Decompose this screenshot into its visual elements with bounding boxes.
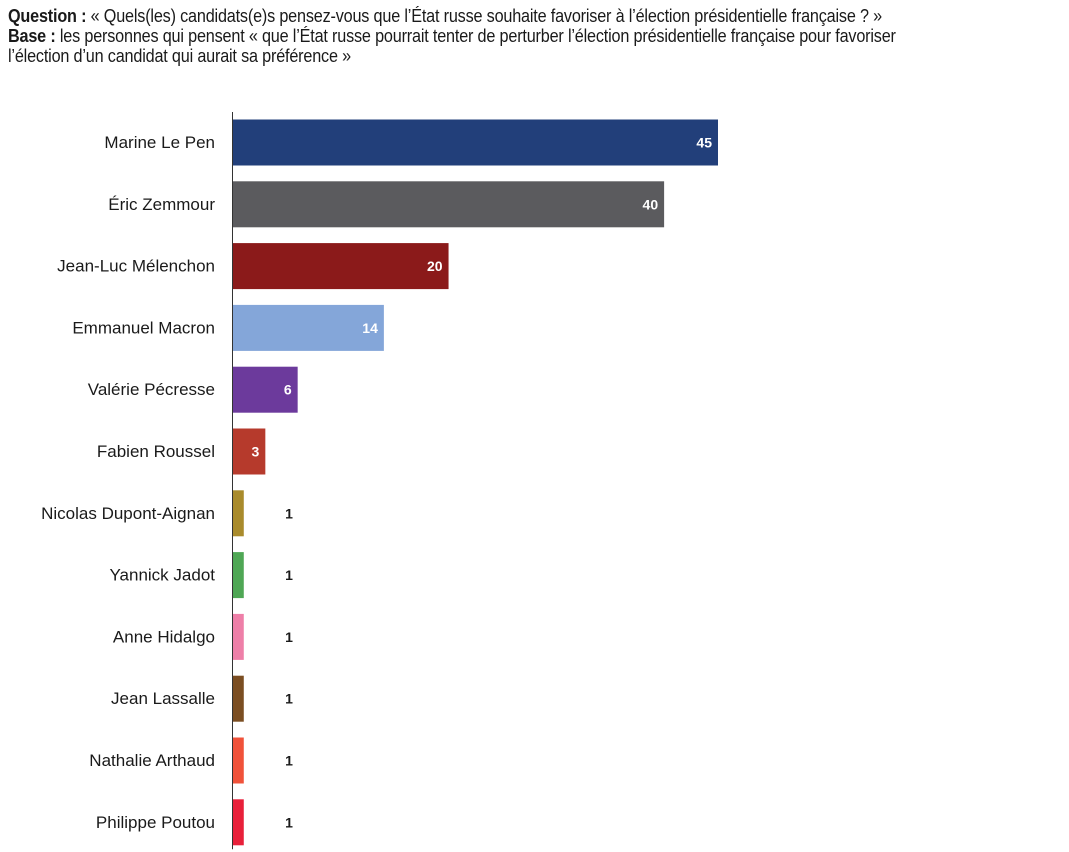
bar-philippe-poutou xyxy=(233,799,244,846)
category-label-jean-lassalle: Jean Lassalle xyxy=(111,689,215,708)
bar-valerie-pecresse xyxy=(233,366,298,413)
category-label-marine-le-pen: Marine Le Pen xyxy=(104,133,215,152)
bar-jean-lassalle xyxy=(233,675,244,722)
value-label-marine-le-pen: 45 xyxy=(696,135,712,151)
category-label-nathalie-arthaud: Nathalie Arthaud xyxy=(89,751,215,770)
base-text-line1: les personnes qui pensent « que l’État r… xyxy=(59,26,896,46)
category-label-valerie-pecresse: Valérie Pécresse xyxy=(88,380,215,399)
question-label: Question : xyxy=(8,6,87,26)
value-label-valerie-pecresse: 6 xyxy=(284,382,292,398)
value-label-fabien-roussel: 3 xyxy=(252,444,260,460)
bar-jean-luc-melenchon xyxy=(233,243,449,290)
bar-anne-hidalgo xyxy=(233,613,244,660)
value-label-jean-luc-melenchon: 20 xyxy=(427,258,443,274)
category-label-philippe-poutou: Philippe Poutou xyxy=(96,813,215,832)
value-label-anne-hidalgo: 1 xyxy=(285,629,293,645)
chart-header: Question : « Quels(les) candidats(e)s pe… xyxy=(8,6,1052,66)
category-label-yannick-jadot: Yannick Jadot xyxy=(109,566,215,585)
category-label-anne-hidalgo: Anne Hidalgo xyxy=(113,627,215,646)
bar-yannick-jadot xyxy=(233,552,244,599)
base-line-2: l’élection d’un candidat qui aurait sa p… xyxy=(8,46,1052,66)
value-label-jean-lassalle: 1 xyxy=(285,691,293,707)
value-label-emmanuel-macron: 14 xyxy=(362,320,378,336)
base-label: Base : xyxy=(8,26,56,46)
bar-nicolas-dupont-aignan xyxy=(233,490,244,537)
value-label-nathalie-arthaud: 1 xyxy=(285,753,293,769)
bar-marine-le-pen xyxy=(233,119,718,166)
value-label-eric-zemmour: 40 xyxy=(643,196,659,212)
bars-group: Marine Le Pen 45 Éric Zemmour 40 Jean-Luc Mé… xyxy=(41,119,718,846)
category-label-fabien-roussel: Fabien Roussel xyxy=(97,442,215,461)
bar-fabien-roussel xyxy=(233,428,266,475)
category-label-nicolas-dupont-aignan: Nicolas Dupont-Aignan xyxy=(41,504,215,523)
category-label-eric-zemmour: Éric Zemmour xyxy=(108,195,215,214)
category-label-jean-luc-melenchon: Jean-Luc Mélenchon xyxy=(57,257,215,276)
question-line: Question : « Quels(les) candidats(e)s pe… xyxy=(8,6,1052,26)
bar-eric-zemmour xyxy=(233,181,665,228)
question-text: « Quels(les) candidats(e)s pensez-vous q… xyxy=(90,6,883,26)
value-label-yannick-jadot: 1 xyxy=(285,567,293,583)
value-label-nicolas-dupont-aignan: 1 xyxy=(285,505,293,521)
base-text-line2: l’élection d’un candidat qui aurait sa p… xyxy=(8,46,351,66)
bar-emmanuel-macron xyxy=(233,304,384,351)
bar-nathalie-arthaud xyxy=(233,737,244,784)
category-label-emmanuel-macron: Emmanuel Macron xyxy=(72,318,215,337)
value-label-philippe-poutou: 1 xyxy=(285,814,293,830)
base-line: Base : les personnes qui pensent « que l… xyxy=(8,26,1052,46)
